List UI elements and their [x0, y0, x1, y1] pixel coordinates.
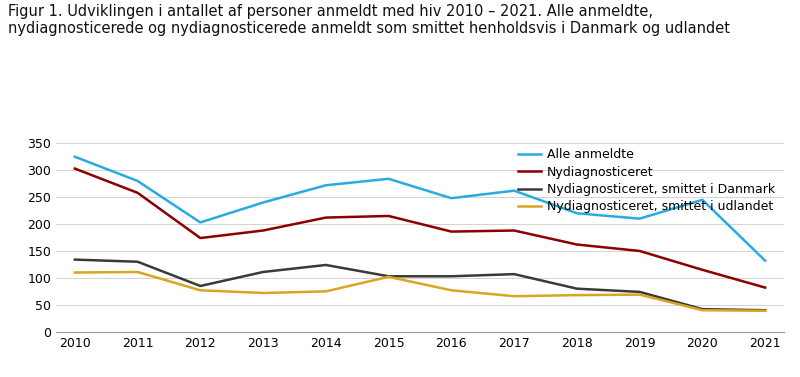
Alle anmeldte	[635, 216, 645, 221]
Nydiagnosticeret	[195, 236, 205, 240]
Nydiagnosticeret	[572, 242, 582, 247]
Nydiagnosticeret, smittet i udlandet	[572, 293, 582, 297]
Nydiagnosticeret	[635, 249, 645, 253]
Nydiagnosticeret, smittet i udlandet	[698, 308, 707, 313]
Nydiagnosticeret, smittet i udlandet	[384, 274, 394, 279]
Nydiagnosticeret, smittet i Danmark	[321, 263, 330, 267]
Nydiagnosticeret, smittet i Danmark	[446, 274, 456, 279]
Alle anmeldte	[760, 258, 770, 263]
Legend: Alle anmeldte, Nydiagnosticeret, Nydiagnosticeret, smittet i Danmark, Nydiagnost: Alle anmeldte, Nydiagnosticeret, Nydiagn…	[516, 146, 778, 216]
Nydiagnosticeret, smittet i Danmark	[760, 308, 770, 313]
Nydiagnosticeret, smittet i Danmark	[384, 274, 394, 279]
Line: Nydiagnosticeret: Nydiagnosticeret	[75, 169, 765, 288]
Nydiagnosticeret, smittet i udlandet	[258, 291, 268, 295]
Alle anmeldte	[321, 183, 330, 187]
Line: Nydiagnosticeret, smittet i udlandet: Nydiagnosticeret, smittet i udlandet	[75, 272, 765, 311]
Nydiagnosticeret, smittet i Danmark	[195, 284, 205, 288]
Nydiagnosticeret, smittet i udlandet	[321, 289, 330, 294]
Nydiagnosticeret	[510, 228, 519, 233]
Nydiagnosticeret	[70, 166, 80, 171]
Alle anmeldte	[446, 196, 456, 201]
Nydiagnosticeret, smittet i Danmark	[698, 307, 707, 311]
Nydiagnosticeret	[258, 228, 268, 233]
Nydiagnosticeret, smittet i udlandet	[195, 288, 205, 293]
Nydiagnosticeret	[760, 285, 770, 290]
Alle anmeldte	[70, 155, 80, 159]
Nydiagnosticeret	[321, 215, 330, 220]
Nydiagnosticeret	[384, 214, 394, 218]
Line: Nydiagnosticeret, smittet i Danmark: Nydiagnosticeret, smittet i Danmark	[75, 260, 765, 310]
Nydiagnosticeret, smittet i Danmark	[133, 259, 142, 264]
Alle anmeldte	[195, 220, 205, 225]
Alle anmeldte	[572, 211, 582, 216]
Nydiagnosticeret, smittet i udlandet	[133, 270, 142, 274]
Line: Alle anmeldte: Alle anmeldte	[75, 157, 765, 261]
Text: Figur 1. Udviklingen i antallet af personer anmeldt med hiv 2010 – 2021. Alle an: Figur 1. Udviklingen i antallet af perso…	[8, 4, 730, 36]
Alle anmeldte	[258, 200, 268, 205]
Alle anmeldte	[510, 188, 519, 193]
Nydiagnosticeret, smittet i Danmark	[258, 270, 268, 274]
Nydiagnosticeret, smittet i udlandet	[760, 308, 770, 313]
Nydiagnosticeret, smittet i udlandet	[70, 270, 80, 275]
Alle anmeldte	[133, 179, 142, 183]
Alle anmeldte	[698, 198, 707, 202]
Nydiagnosticeret	[133, 190, 142, 195]
Alle anmeldte	[384, 176, 394, 181]
Nydiagnosticeret, smittet i udlandet	[446, 288, 456, 293]
Nydiagnosticeret, smittet i Danmark	[635, 290, 645, 294]
Nydiagnosticeret	[698, 268, 707, 272]
Nydiagnosticeret, smittet i udlandet	[510, 294, 519, 299]
Nydiagnosticeret, smittet i Danmark	[70, 257, 80, 262]
Nydiagnosticeret, smittet i udlandet	[635, 292, 645, 297]
Nydiagnosticeret	[446, 229, 456, 234]
Nydiagnosticeret, smittet i Danmark	[572, 287, 582, 291]
Nydiagnosticeret, smittet i Danmark	[510, 272, 519, 276]
